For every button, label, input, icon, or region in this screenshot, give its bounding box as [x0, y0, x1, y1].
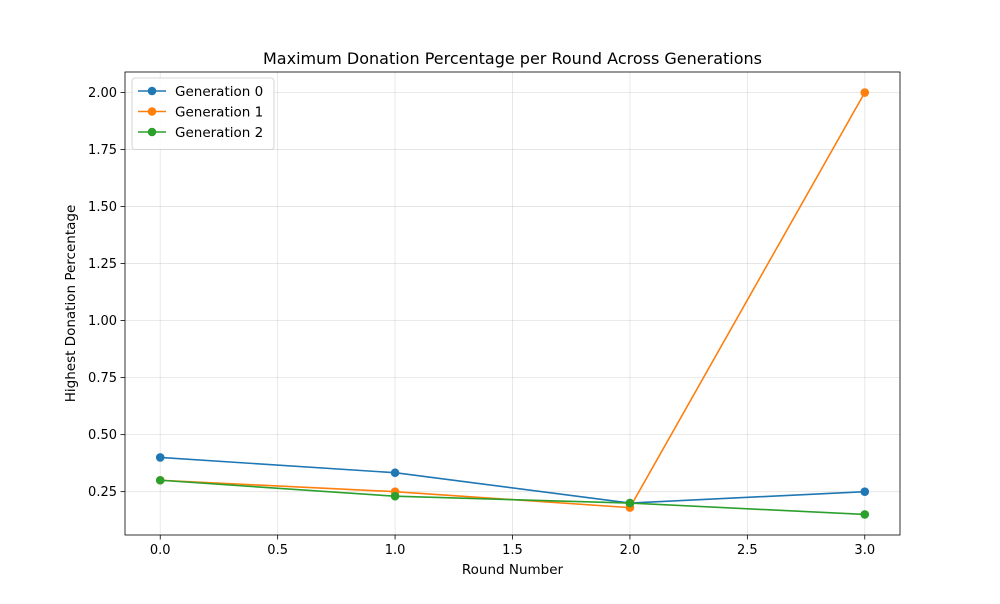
- x-tick-label: 1.0: [385, 543, 406, 558]
- data-point: [155, 475, 165, 485]
- y-tick-label: 1.00: [88, 314, 117, 329]
- legend-swatch-marker: [147, 86, 157, 96]
- series-line: [160, 479, 865, 516]
- data-point: [390, 468, 400, 478]
- legend: Generation 0 Generation 1 Generation 2: [131, 77, 275, 150]
- data-point: [860, 487, 870, 496]
- grid: [125, 72, 900, 535]
- data-point: [860, 510, 870, 519]
- data-point: [155, 453, 165, 462]
- x-tick-label: 1.5: [502, 543, 523, 558]
- legend-box: [131, 77, 275, 150]
- x-tick-label: 3.0: [854, 543, 875, 558]
- legend-item: Generation 0: [138, 84, 263, 100]
- data-point: [390, 491, 400, 501]
- legend-label: Generation 1: [175, 104, 263, 120]
- legend-item: Generation 1: [138, 104, 263, 120]
- data-point: [860, 88, 870, 97]
- x-tick-label: 0.5: [267, 543, 288, 558]
- y-tick-label: 0.50: [88, 428, 117, 443]
- x-tick-label: 2.0: [620, 543, 641, 558]
- y-tick-label: 1.50: [88, 200, 117, 215]
- y-tick-label: 1.25: [88, 257, 117, 272]
- x-axis-title: Round Number: [462, 562, 564, 578]
- legend-swatch-marker: [147, 127, 157, 137]
- y-axis-title: Highest Donation Percentage: [63, 205, 79, 403]
- series-2: [155, 475, 870, 519]
- series-layer: [155, 88, 870, 519]
- data-point: [625, 498, 635, 508]
- y-tick-label: 0.75: [88, 371, 117, 386]
- legend-swatch-marker: [147, 107, 157, 116]
- x-tick-label: 2.5: [737, 543, 758, 558]
- legend-label: Generation 0: [175, 84, 263, 100]
- x-tick-label: 0.0: [150, 543, 171, 558]
- legend-item: Generation 2: [138, 125, 263, 141]
- legend-label: Generation 2: [175, 125, 263, 141]
- axis-ticks: 0.0 0.5 1.0 1.5 2.0 2.5 3.0 0.25 0.50 0.75 1.00 1.2…: [88, 86, 875, 558]
- series-line: [160, 456, 865, 504]
- y-tick-label: 1.75: [88, 143, 117, 158]
- y-tick-label: 0.25: [88, 485, 117, 500]
- y-tick-label: 2.00: [88, 86, 117, 101]
- chart-title: Maximum Donation Percentage per Round Ac…: [263, 49, 762, 68]
